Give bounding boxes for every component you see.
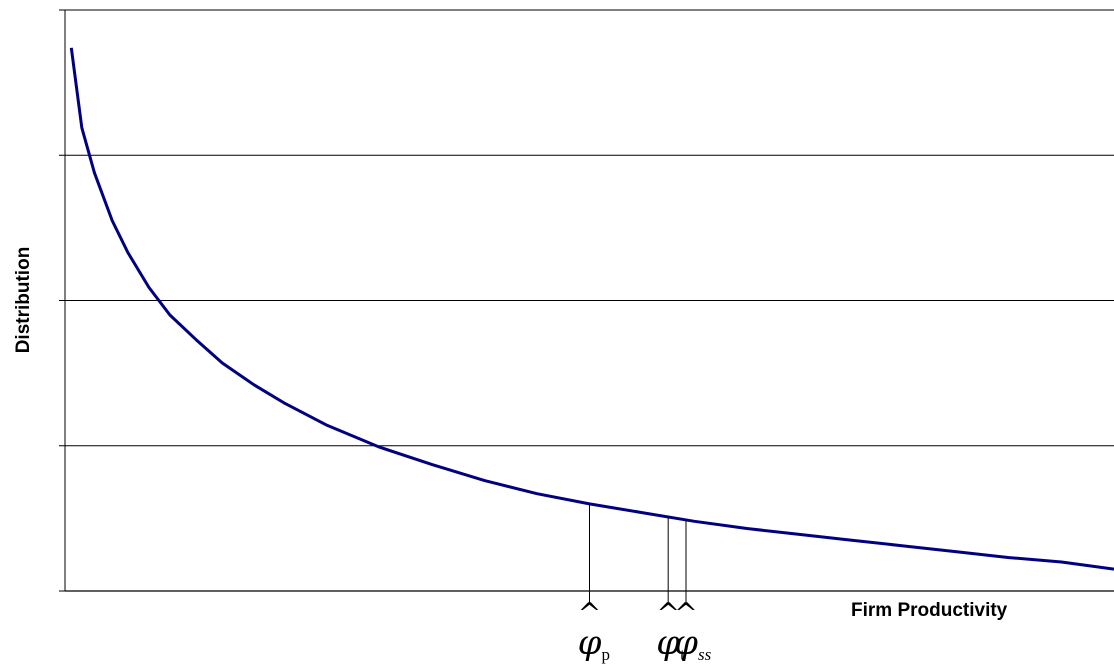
threshold-markers: ^φ p^φ t^φ ss [578, 503, 712, 664]
distribution-curve [69, 47, 1114, 571]
hat-symbol-ss: ^ [674, 597, 697, 630]
subscript-p: p [602, 645, 611, 664]
hat-symbol-t: ^ [656, 597, 679, 630]
subscript-ss: ss [698, 645, 712, 664]
subscript-t: t [680, 645, 685, 664]
y-axis-label: Distribution [13, 247, 34, 354]
gridlines [65, 9, 1114, 447]
x-axis-label: Firm Productivity [851, 600, 1008, 621]
hat-symbol-p: ^ [578, 597, 601, 630]
phi-symbol-ss: φ [674, 623, 698, 663]
phi-symbol-p: φ [578, 623, 602, 663]
series-line [69, 47, 1114, 571]
phi-symbol-t: φ [656, 623, 680, 663]
